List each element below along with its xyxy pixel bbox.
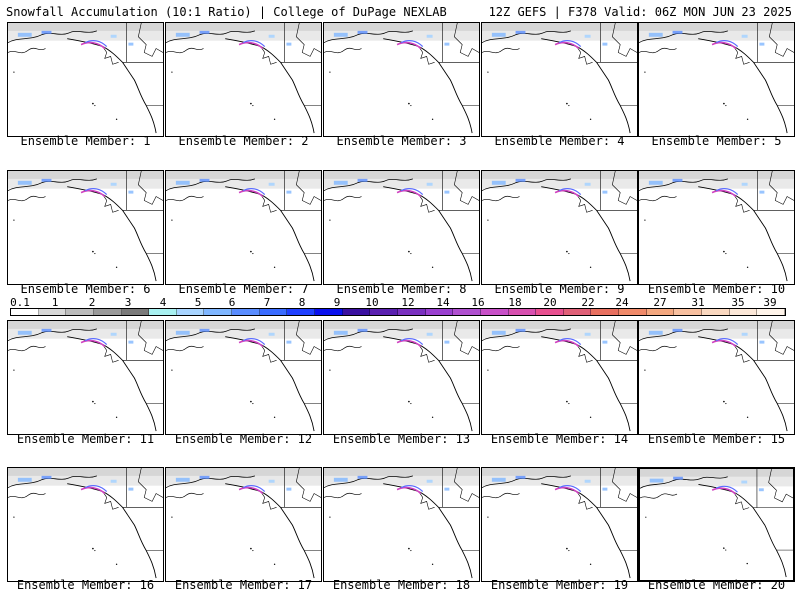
legend-swatch [66,309,94,315]
color-legend: 0.1 1 2 3 4 5 6 7 8 9 10 12 14 16 18 20 22 24 27 31 35 39 [10,296,786,318]
ensemble-member-label: Ensemble Member: 16 [16,578,155,592]
legend-swatch [591,309,620,315]
legend-swatch [93,309,122,315]
legend-swatch [729,309,758,315]
legend-label: 5 [194,296,202,309]
ensemble-map-panel-9 [481,170,638,285]
legend-label: 8 [298,296,306,309]
legend-label: 16 [471,296,485,309]
ensemble-member-label: Ensemble Member: 15 [647,432,786,446]
chart-title: Snowfall Accumulation (10:1 Ratio) | Col… [6,5,447,19]
legend-swatch [425,309,454,315]
ensemble-member-label: Ensemble Member: 17 [174,578,313,592]
ensemble-member-label: Ensemble Member: 6 [20,282,151,296]
legend-label: 22 [581,296,595,309]
ensemble-member-label: Ensemble Member: 5 [651,134,782,148]
ensemble-member-label: Ensemble Member: 14 [490,432,629,446]
legend-label: 14 [436,296,450,309]
legend-label: 31 [691,296,705,309]
ensemble-map-panel-10 [638,170,795,285]
ensemble-map-panel-6 [7,170,164,285]
ensemble-map-panel-8 [323,170,480,285]
legend-swatch [259,309,288,315]
ensemble-member-label: Ensemble Member: 20 [647,578,786,592]
ensemble-map-panel-12 [165,320,322,435]
ensemble-map-panel-19 [481,467,638,582]
legend-color-bar [10,308,786,316]
legend-label: 18 [508,296,522,309]
ensemble-member-label: Ensemble Member: 10 [647,282,786,296]
ensemble-member-label: Ensemble Member: 11 [16,432,155,446]
legend-label: 35 [731,296,745,309]
ensemble-map-panel-18 [323,467,480,582]
legend-swatch [757,309,785,315]
legend-label: 12 [401,296,415,309]
legend-swatch [287,309,316,315]
run-valid-time: 12Z GEFS | F378 Valid: 06Z MON JUN 23 20… [488,5,792,19]
ensemble-member-label: Ensemble Member: 19 [490,578,629,592]
legend-label: 4 [159,296,167,309]
legend-swatch [370,309,398,315]
ensemble-member-label: Ensemble Member: 4 [494,134,625,148]
legend-label: 9 [333,296,341,309]
ensemble-map-panel-1 [7,22,164,137]
ensemble-member-label: Ensemble Member: 9 [494,282,625,296]
ensemble-map-panel-15 [638,320,795,435]
ensemble-member-label: Ensemble Member: 13 [332,432,471,446]
legend-swatch [674,309,703,315]
legend-swatch [315,309,343,315]
ensemble-member-label: Ensemble Member: 2 [178,134,309,148]
ensemble-member-label: Ensemble Member: 18 [332,578,471,592]
legend-swatch [204,309,233,315]
ensemble-map-panel-14 [481,320,638,435]
legend-swatch [480,309,509,315]
legend-swatch [397,309,426,315]
ensemble-map-panel-3 [323,22,480,137]
ensemble-member-label: Ensemble Member: 7 [178,282,309,296]
ensemble-map-panel-20 [638,467,795,582]
ensemble-map-panel-16 [7,467,164,582]
ensemble-member-label: Ensemble Member: 12 [174,432,313,446]
legend-swatch [121,309,150,315]
ensemble-map-panel-7 [165,170,322,285]
legend-swatch [176,309,205,315]
ensemble-member-label: Ensemble Member: 3 [336,134,467,148]
legend-swatch [563,309,592,315]
ensemble-member-label: Ensemble Member: 1 [20,134,151,148]
legend-swatch [453,309,481,315]
legend-label: 24 [615,296,629,309]
legend-swatch [38,309,67,315]
legend-swatch [702,309,730,315]
legend-swatch [342,309,371,315]
ensemble-map-panel-17 [165,467,322,582]
legend-label: 2 [88,296,96,309]
legend-swatch [232,309,260,315]
legend-swatch [536,309,564,315]
legend-label: 20 [543,296,557,309]
legend-swatch [149,309,177,315]
legend-label: 3 [124,296,132,309]
legend-label: 7 [263,296,271,309]
legend-swatch [619,309,647,315]
legend-label: 6 [228,296,236,309]
legend-swatch [646,309,675,315]
legend-label: 0.1 [10,296,30,309]
legend-label: 27 [653,296,667,309]
legend-label: 1 [51,296,59,309]
ensemble-member-label: Ensemble Member: 8 [336,282,467,296]
ensemble-map-panel-5 [638,22,795,137]
ensemble-map-panel-2 [165,22,322,137]
ensemble-map-panel-4 [481,22,638,137]
ensemble-map-panel-13 [323,320,480,435]
legend-label: 10 [365,296,379,309]
legend-swatch [508,309,537,315]
ensemble-map-panel-11 [7,320,164,435]
legend-swatch [11,309,39,315]
legend-label: 39 [763,296,777,309]
